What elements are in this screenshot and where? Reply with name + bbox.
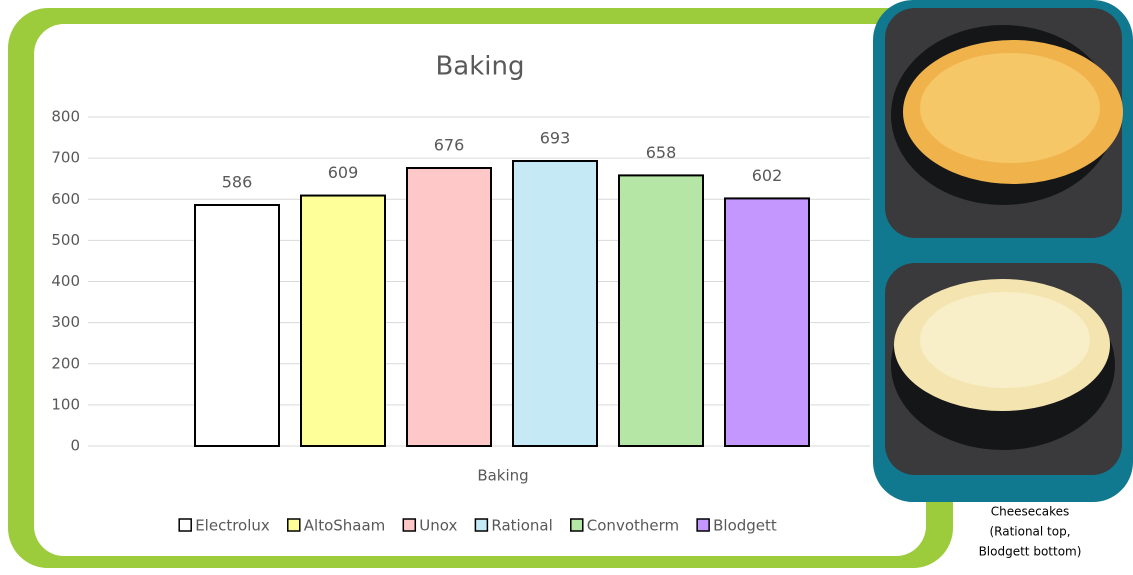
caption-line: Cheesecakes <box>991 505 1070 519</box>
y-tick-label: 200 <box>51 354 80 372</box>
x-axis-label: Baking <box>477 467 528 485</box>
caption-line: Blodgett bottom) <box>979 545 1082 559</box>
data-label: 602 <box>752 166 783 185</box>
data-label: 693 <box>540 129 571 148</box>
photo-bottom <box>885 263 1122 475</box>
chart-title: Baking <box>435 52 524 82</box>
legend-swatch <box>570 518 584 532</box>
legend-swatch <box>474 518 489 532</box>
bar <box>512 160 598 447</box>
data-label: 676 <box>434 135 465 154</box>
y-tick-label: 600 <box>51 190 80 208</box>
legend-label: Convotherm <box>587 517 679 535</box>
y-tick-label: 500 <box>51 231 80 249</box>
legend-swatch <box>178 518 192 532</box>
legend-swatch <box>402 518 417 532</box>
y-tick-label: 0 <box>70 437 80 455</box>
y-tick-label: 800 <box>51 108 80 126</box>
legend-swatch <box>287 518 301 532</box>
legend-label: AltoShaam <box>304 517 386 535</box>
legend-label: Blodgett <box>713 517 777 535</box>
legend-swatch <box>696 518 710 532</box>
legend-label: Rational <box>491 517 552 535</box>
data-label: 658 <box>646 143 677 162</box>
bar <box>618 174 704 448</box>
bar <box>724 197 810 447</box>
data-label: 609 <box>328 163 359 182</box>
y-tick-label: 700 <box>51 149 80 167</box>
legend: Electrolux AltoShaam Unox Rational Convother… <box>178 517 777 535</box>
data-label: 586 <box>222 173 253 192</box>
caption: Cheesecakes (Rational top, Blodgett bottom… <box>979 505 1082 559</box>
photo-top <box>885 8 1123 238</box>
y-tick-label: 400 <box>51 272 80 290</box>
y-tick-label: 100 <box>51 395 80 413</box>
caption-line: (Rational top, <box>989 525 1070 539</box>
y-tick-label: 300 <box>51 313 80 331</box>
bar <box>300 194 386 447</box>
legend-label: Unox <box>419 517 457 535</box>
bar <box>406 166 492 447</box>
legend-label: Electrolux <box>195 517 270 535</box>
bar <box>194 204 280 447</box>
